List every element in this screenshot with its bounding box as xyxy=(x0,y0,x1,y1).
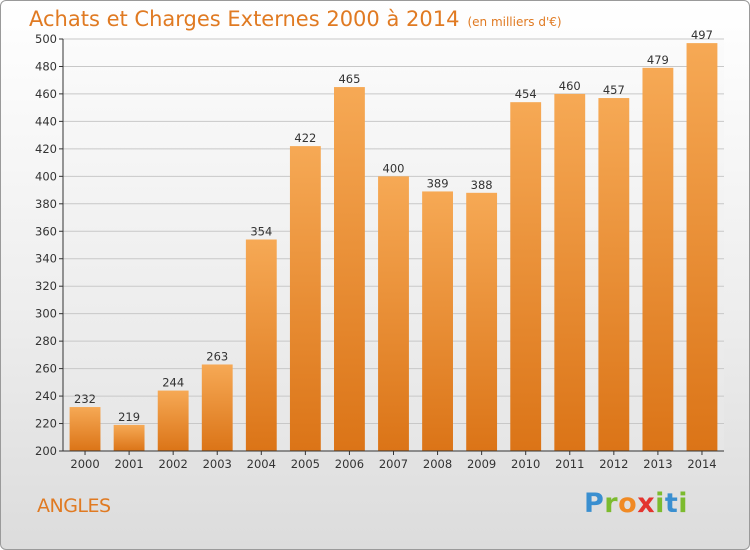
y-tick-label: 240 xyxy=(35,389,57,403)
x-tick-label-2002: 2002 xyxy=(159,457,188,471)
y-tick-label: 300 xyxy=(35,307,57,321)
x-tick-label-2007: 2007 xyxy=(379,457,408,471)
x-tick-label-2009: 2009 xyxy=(467,457,496,471)
bar-2014 xyxy=(686,43,718,452)
y-tick-label: 480 xyxy=(35,59,57,73)
x-tick-label-2001: 2001 xyxy=(114,457,143,471)
data-label-2014: 497 xyxy=(691,28,713,42)
y-tick-label: 260 xyxy=(35,362,57,376)
data-label-2004: 354 xyxy=(250,225,272,239)
y-tick-label: 380 xyxy=(35,197,57,211)
data-label-2000: 232 xyxy=(74,392,96,406)
data-label-2003: 263 xyxy=(206,349,228,363)
x-tick-label-2008: 2008 xyxy=(423,457,452,471)
y-tick-label: 320 xyxy=(35,279,57,293)
logo-letter: o xyxy=(618,488,638,519)
y-tick-label: 420 xyxy=(35,142,57,156)
y-tick-label: 500 xyxy=(35,32,57,46)
bar-2002 xyxy=(157,390,189,451)
data-label-2009: 388 xyxy=(471,178,493,192)
chart-title: Achats et Charges Externes 2000 à 2014 xyxy=(29,7,460,31)
logo-letter: P xyxy=(584,488,605,519)
logo-letter: t xyxy=(664,488,679,519)
y-tick-label: 200 xyxy=(35,444,57,458)
data-label-2010: 454 xyxy=(515,87,537,101)
data-label-2008: 389 xyxy=(427,176,449,190)
data-labels: 232 219 244 263 354 422 465 400 389 388 454 460 457 4… xyxy=(74,28,713,424)
data-label-2002: 244 xyxy=(162,376,184,390)
logo-letter: r xyxy=(604,488,619,519)
bar-2013 xyxy=(642,67,674,451)
data-label-2001: 219 xyxy=(118,410,140,424)
bar-2010 xyxy=(510,102,542,451)
logo-letter: i xyxy=(655,488,665,519)
bar-2007 xyxy=(378,176,409,452)
x-tick-label-2013: 2013 xyxy=(643,457,672,471)
y-tick-label: 400 xyxy=(35,169,57,183)
x-tick-label-2000: 2000 xyxy=(70,457,99,471)
chart-unit: (en milliers d'€) xyxy=(467,15,562,29)
y-tick-label: 340 xyxy=(35,252,57,266)
data-label-2012: 457 xyxy=(603,83,625,97)
logo-letter: x xyxy=(637,488,656,519)
x-tick-label-2006: 2006 xyxy=(335,457,364,471)
commune-name: ANGLES xyxy=(37,495,111,517)
y-tick-label: 360 xyxy=(35,224,57,238)
y-tick-label: 220 xyxy=(35,417,57,431)
x-tick-label-2003: 2003 xyxy=(203,457,232,471)
bar-2005 xyxy=(289,146,321,451)
bar-2012 xyxy=(598,98,630,451)
bar-2008 xyxy=(422,191,453,451)
x-tick-label-2004: 2004 xyxy=(247,457,276,471)
data-label-2013: 479 xyxy=(647,53,669,67)
data-label-2007: 400 xyxy=(383,161,405,175)
bar-2011 xyxy=(554,93,586,451)
chart-title-block: Achats et Charges Externes 2000 à 2014 (e… xyxy=(29,7,562,31)
data-label-2005: 422 xyxy=(294,131,316,145)
x-tick-label-2011: 2011 xyxy=(555,457,584,471)
bars xyxy=(69,43,718,452)
bar-2004 xyxy=(245,239,277,451)
bar-2006 xyxy=(334,87,365,452)
x-tick-label-2010: 2010 xyxy=(511,457,540,471)
bar-2003 xyxy=(201,364,233,451)
bar-2000 xyxy=(69,407,101,451)
logo-letter: i xyxy=(678,488,689,519)
bar-2001 xyxy=(113,424,145,451)
proxiti-logo: Proxiti xyxy=(584,488,688,519)
y-tick-label: 440 xyxy=(35,114,57,128)
data-label-2011: 460 xyxy=(559,79,581,93)
y-tick-label: 460 xyxy=(35,87,57,101)
x-tick-label-2014: 2014 xyxy=(687,457,716,471)
y-tick-label: 280 xyxy=(35,334,57,348)
bar-2009 xyxy=(466,192,498,451)
y-axis-ticks: 200 220 240 260 280 300 320 340 360 380 400 420 440 4… xyxy=(35,32,63,458)
data-label-2006: 465 xyxy=(338,72,360,86)
x-tick-label-2005: 2005 xyxy=(291,457,320,471)
x-tick-label-2012: 2012 xyxy=(599,457,628,471)
x-axis-ticks: 2000 2001 2002 2003 2004 2005 2006 2007 2008 2009… xyxy=(70,451,717,471)
